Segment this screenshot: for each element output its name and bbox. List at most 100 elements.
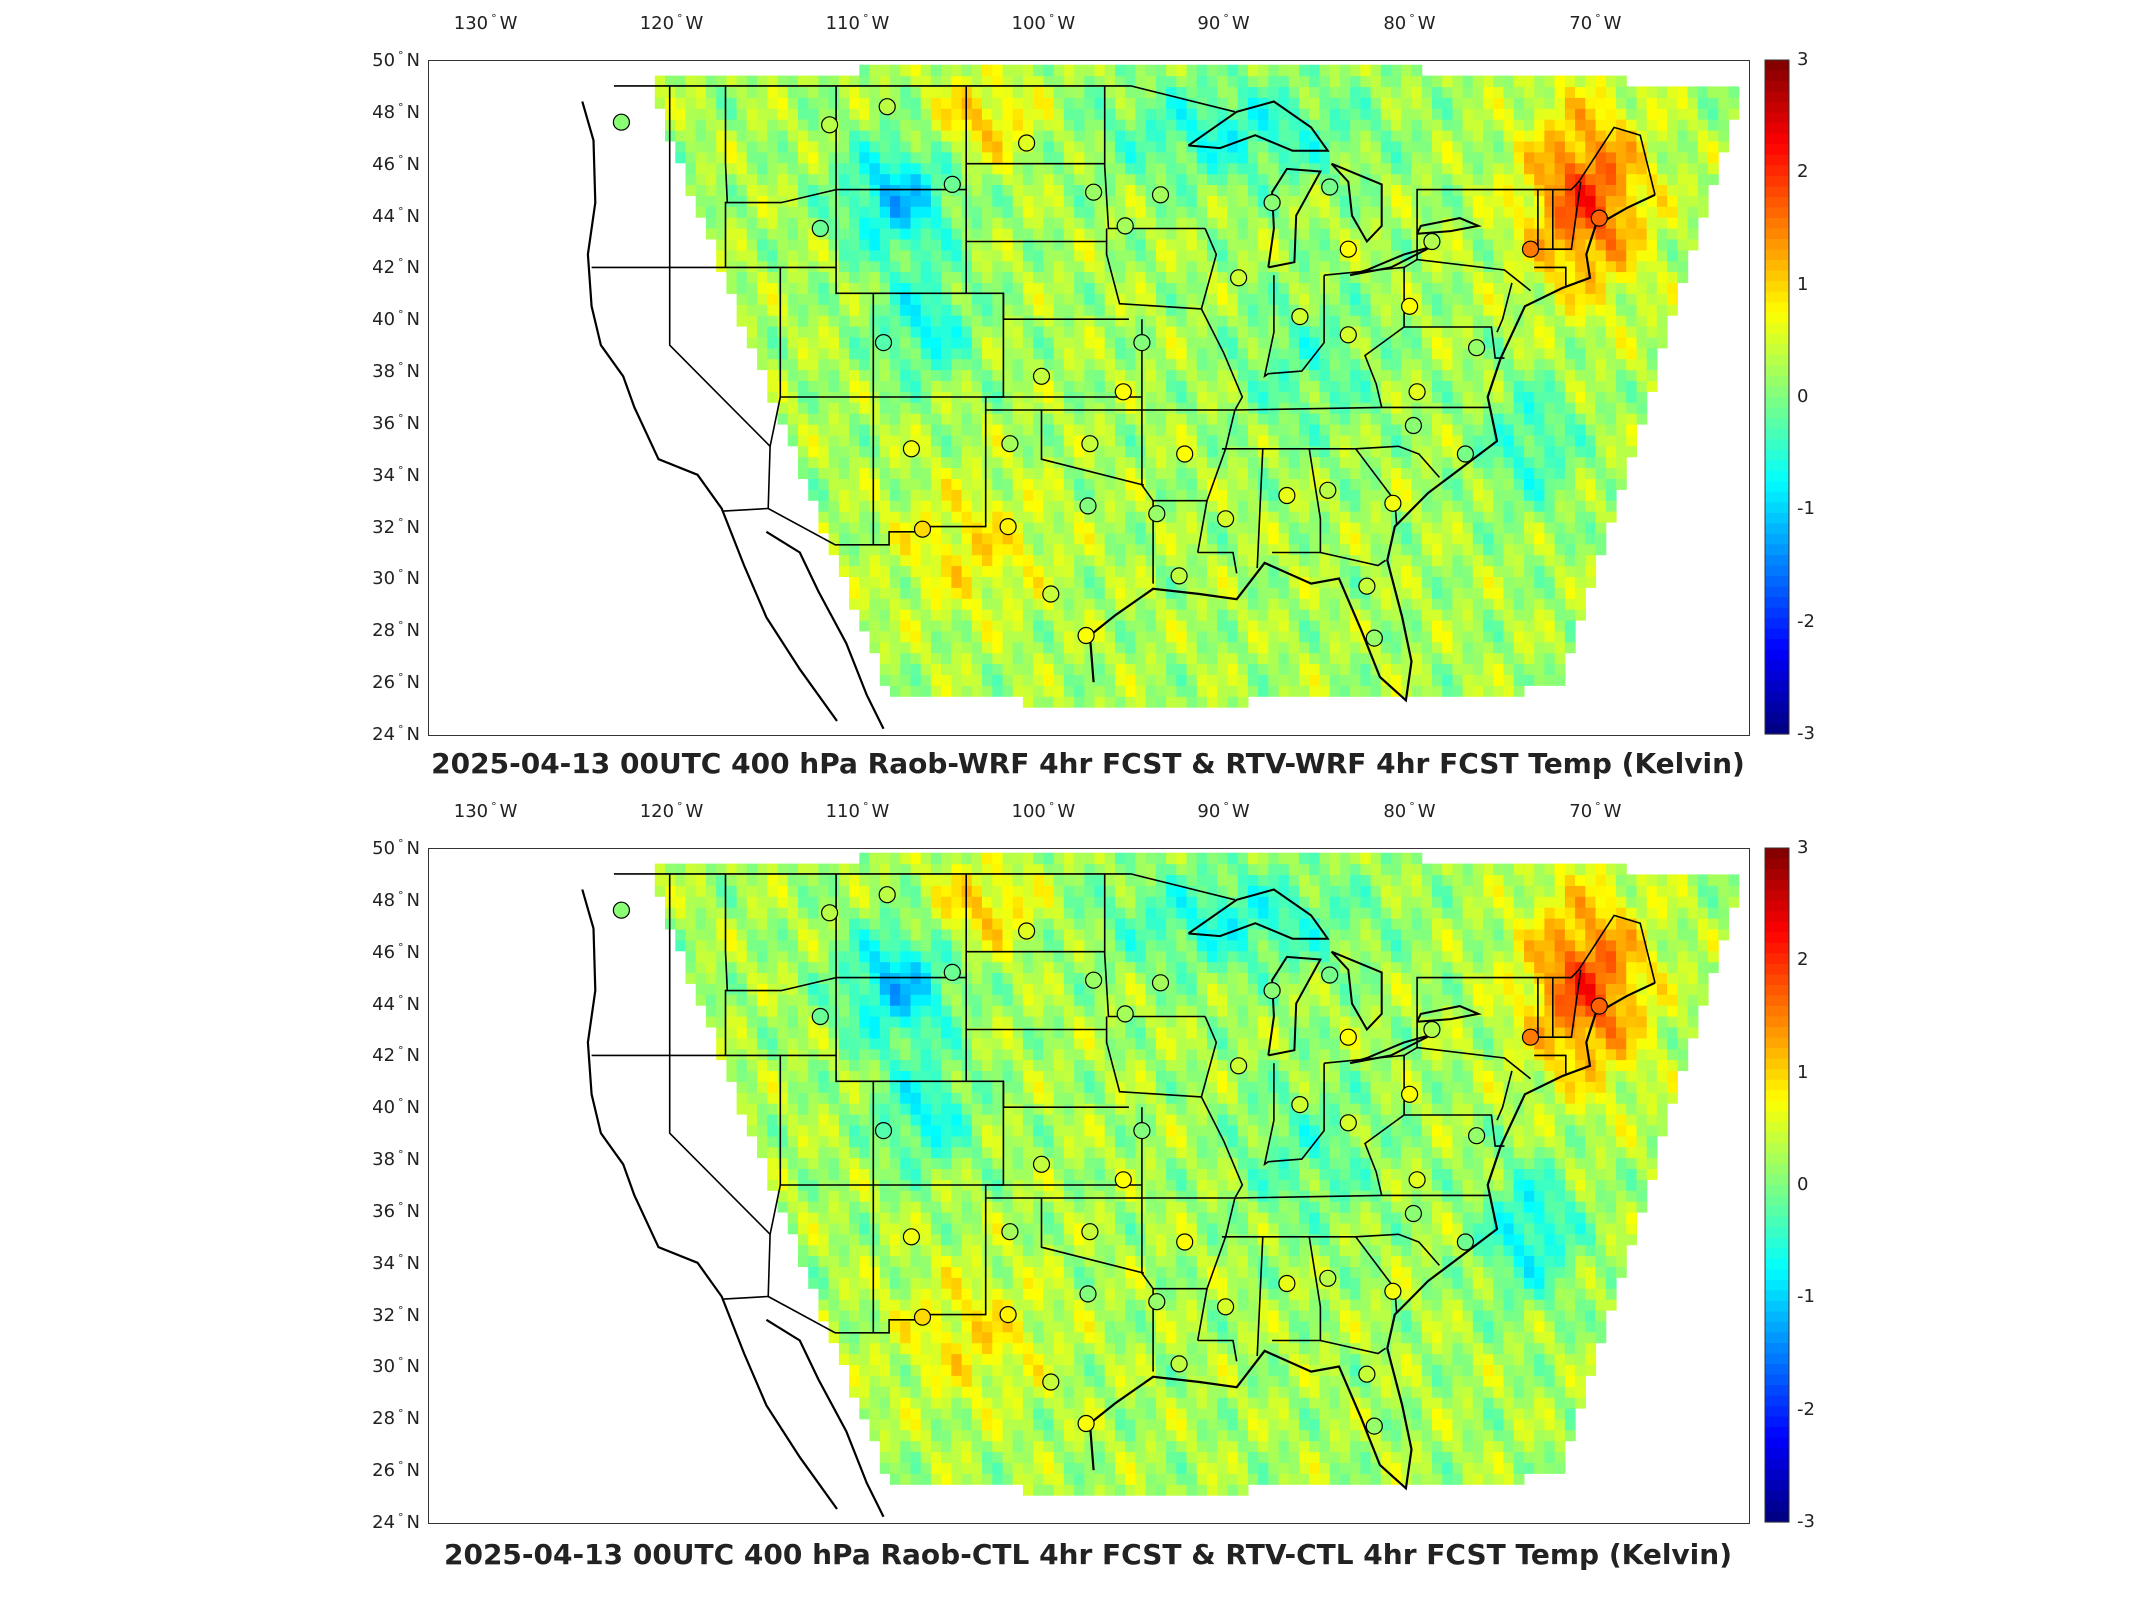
coastline — [765, 1318, 885, 1518]
colorbar-segment — [1765, 449, 1789, 461]
colorbar-segment — [1765, 439, 1789, 451]
colorbar-segment — [1765, 879, 1789, 891]
raob-station-marker — [1001, 435, 1019, 453]
colorbar-segment — [1765, 1100, 1789, 1112]
lat-tick-label: 32 ° N — [372, 1303, 420, 1326]
colorbar-segment — [1765, 1058, 1789, 1070]
colorbar-segment — [1765, 869, 1789, 881]
lon-tick-label: 100 ° W — [1011, 800, 1076, 822]
state-border — [1403, 258, 1531, 292]
colorbar-frame — [1764, 847, 1790, 1523]
lat-tick-label: 34 ° N — [372, 463, 420, 486]
raob-station-marker — [913, 1308, 932, 1326]
raob-station-marker — [1339, 1028, 1357, 1046]
raob-station-marker — [1017, 922, 1036, 940]
raob-station-marker — [1321, 966, 1339, 984]
lat-tick-label: 48 ° N — [372, 888, 420, 911]
colorbar-segment — [1765, 984, 1789, 996]
lake-outline — [1267, 955, 1323, 1057]
colorbar-segment — [1765, 1016, 1789, 1028]
colorbar-tick-label: -3 — [1797, 723, 1815, 744]
colorbar-segment — [1765, 639, 1789, 651]
colorbar-segment — [1765, 249, 1789, 261]
raob-station-marker — [1148, 1293, 1166, 1311]
raob-station-marker — [1229, 269, 1248, 287]
raob-station-marker — [1521, 240, 1540, 258]
colorbar-segment — [1765, 260, 1789, 272]
raob-station-marker — [1358, 1365, 1376, 1383]
lon-tick-label: 90 ° W — [1197, 12, 1250, 34]
colorbar-segment — [1765, 1385, 1789, 1397]
lake-outline — [1330, 950, 1383, 1032]
colorbar-segment — [1765, 848, 1789, 860]
raob-station-marker — [1084, 183, 1103, 201]
raob-station-marker — [612, 113, 631, 131]
colorbar-segment — [1765, 576, 1789, 588]
colorbar-segment — [1765, 1121, 1789, 1133]
colorbar-segment — [1765, 1269, 1789, 1281]
raob-station-marker — [1467, 339, 1486, 357]
raob-station-marker — [1339, 240, 1357, 258]
raob-station-marker — [1170, 1355, 1188, 1373]
colorbar-segment — [1765, 1227, 1789, 1239]
state-border — [1403, 1046, 1531, 1080]
lat-tick-label: 44 ° N — [372, 992, 420, 1015]
raob-station-marker — [1521, 1028, 1540, 1046]
colorbar-segment — [1765, 565, 1789, 577]
colorbar-tick-label: -1 — [1797, 498, 1815, 520]
state-border — [767, 507, 921, 546]
colorbar-segment — [1765, 344, 1789, 356]
raob-station-marker — [1365, 629, 1383, 647]
colorbar-segment — [1765, 670, 1789, 682]
state-border — [1141, 319, 1154, 584]
lon-tick-label: 130 ° W — [453, 12, 518, 34]
state-border — [1272, 448, 1322, 554]
state-border — [1040, 410, 1144, 486]
lat-tick-label: 24 ° N — [372, 1511, 420, 1533]
state-border — [966, 1080, 1129, 1108]
colorbar-segment — [1765, 1142, 1789, 1154]
state-border — [966, 292, 1129, 320]
state-border — [1196, 1016, 1244, 1341]
state-border — [1197, 1339, 1238, 1362]
raob-station-marker — [1358, 577, 1376, 595]
raob-station-marker — [1151, 186, 1170, 204]
lat-tick-label: 36 ° N — [372, 411, 420, 434]
state-border — [1416, 914, 1656, 1048]
colorbar-segment — [1765, 102, 1789, 114]
state-border — [723, 1295, 769, 1300]
raob-station-marker — [1042, 585, 1060, 603]
colorbar-segment — [1765, 649, 1789, 661]
lon-tick-label: 70 ° W — [1569, 800, 1622, 822]
colorbar-segment — [1765, 291, 1789, 303]
colorbar-segment — [1765, 1290, 1789, 1302]
raob-station-marker — [1077, 626, 1095, 645]
colorbar-segment — [1765, 1395, 1789, 1407]
colorbar-segment — [1765, 491, 1789, 503]
raob-station-marker — [811, 219, 829, 238]
raob-station-marker — [999, 1305, 1017, 1324]
raob-station-marker — [1114, 1171, 1132, 1189]
colorbar-segment — [1765, 1490, 1789, 1502]
lat-tick-label: 28 ° N — [372, 1407, 420, 1430]
raob-station-marker — [820, 116, 839, 134]
lat-tick-label: 48 ° N — [372, 100, 420, 123]
colorbar-segment — [1765, 858, 1789, 870]
colorbar-segment — [1765, 228, 1789, 240]
raob-station-marker — [1319, 1269, 1337, 1287]
colorbar-segment — [1765, 354, 1789, 366]
colorbar-tick-label: 1 — [1797, 273, 1809, 295]
panel-title: 2025-04-13 00UTC 400 hPa Raob-CTL 4hr FC… — [443, 1538, 1732, 1571]
colorbar-segment — [1765, 1311, 1789, 1323]
raob-station-marker — [1467, 1127, 1486, 1145]
temperature-field — [654, 852, 1740, 1496]
lake-outline — [1330, 162, 1383, 244]
raob-station-marker — [1216, 510, 1235, 528]
colorbar-segment — [1765, 1364, 1789, 1376]
lake-outline — [1267, 167, 1323, 269]
colorbar-segment — [1765, 481, 1789, 493]
raob-station-marker — [1408, 383, 1426, 401]
colorbar-tick-label: -3 — [1797, 1511, 1815, 1532]
raob-station-marker — [1133, 334, 1151, 352]
colorbar-frame — [1764, 59, 1790, 735]
